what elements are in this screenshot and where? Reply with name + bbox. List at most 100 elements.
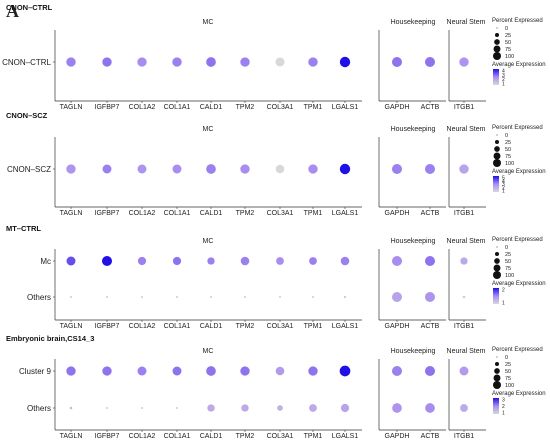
dot-cald1 [206,164,216,174]
gene-label: COL1A2 [129,104,156,111]
gene-label: IGFBP7 [95,104,120,111]
gene-label: COL1A2 [129,433,156,440]
panel-letter: A [6,1,19,21]
legend-size-label: 25 [505,140,511,146]
dot-col3a1 [275,57,285,67]
legend-size-label: 0 [505,355,508,361]
facet-header: Housekeeping [391,19,436,26]
dot-col1a1 [176,407,178,409]
gene-label: ITGB1 [454,104,474,111]
legend-color-tick: 5 [502,176,505,182]
panel-title: Embryonic brain,CS14_3 [6,334,94,343]
legend-size-dot [493,152,501,160]
legend-size-dot [493,52,501,60]
gene-label: TPM2 [236,323,255,330]
legend-size-label: 75 [505,154,511,160]
gene-label: COL1A1 [164,323,191,330]
dot-itgb1 [460,404,468,412]
legend-color-tick: 2 [502,77,505,83]
legend-size-label: 100 [505,161,514,167]
legend-color-tick: 3 [502,398,505,404]
gene-label: TPM2 [236,104,255,111]
legend-color-tick: 4 [502,69,505,75]
legend-color-tick: 3 [502,73,505,79]
legend-size-label: 25 [505,33,511,39]
facet-header: Neural Stem [447,126,486,133]
legend-avg-title: Average Expression [492,281,546,287]
dot-tpm1 [308,366,318,376]
dot-tagln [69,406,73,410]
gene-label: LGALS1 [332,210,359,217]
dot-tagln [70,296,72,298]
facet-header: Neural Stem [447,19,486,26]
dot-lgals1 [343,295,347,299]
gene-label: LGALS1 [332,104,359,111]
legend-avg-title: Average Expression [492,391,546,397]
row-label: Others [27,293,51,302]
gene-label: TPM1 [304,104,323,111]
dot-col1a1 [172,366,182,376]
dot-gapdh [391,255,403,267]
facet-header: Housekeeping [391,348,436,355]
panel-title: CNON–CTRL [6,3,53,12]
gene-label: CALD1 [200,323,223,330]
legend-size-dot [495,252,499,256]
dot-col1a1 [176,296,178,298]
legend-colorbar [493,398,499,414]
gene-label: COL3A1 [267,210,294,217]
dot-cald1 [206,366,216,376]
legend-size-dot [496,246,498,248]
gene-label: ACTB [421,433,440,440]
gene-label: ACTB [421,104,440,111]
legend-size-label: 25 [505,252,511,258]
row-label: Cluster 9 [19,367,52,376]
legend-size-label: 100 [505,273,514,279]
legend-size-dot [495,140,499,144]
gene-label: TPM1 [304,210,323,217]
legend-size-dot [495,362,499,366]
dot-lgals1 [339,365,351,377]
gene-label: GAPDH [385,323,410,330]
dot-col3a1 [276,257,284,265]
dot-gapdh [391,163,403,175]
legend-size-dot [494,258,500,264]
gene-label: COL3A1 [267,104,294,111]
gene-label: COL1A2 [129,210,156,217]
gene-label: TAGLN [60,104,83,111]
legend-color-tick: 4 [502,179,505,185]
gene-label: CALD1 [200,210,223,217]
dot-tpm2 [241,404,249,412]
dot-col1a1 [172,256,182,266]
dot-col1a1 [172,164,182,174]
dot-igfbp7 [101,255,113,267]
legend-size-dot [493,374,501,382]
dot-igfbp7 [102,164,112,174]
gene-label: COL3A1 [267,433,294,440]
gene-label: LGALS1 [332,433,359,440]
dot-tagln [66,164,76,174]
dot-col3a1 [279,296,281,298]
dot-itgb1 [460,257,468,265]
gene-label: COL1A2 [129,323,156,330]
dot-cald1 [210,296,212,298]
legend-size-label: 50 [505,369,511,375]
dot-actb [424,365,436,377]
gene-label: TPM1 [304,433,323,440]
panel-title: CNON–SCZ [6,111,48,120]
gene-label: GAPDH [385,210,410,217]
legend-size-label: 100 [505,54,514,60]
legend-percent-title: Percent Expressed [492,237,543,243]
legend-percent-title: Percent Expressed [492,125,543,131]
legend-size-dot [493,264,501,272]
dot-itgb1 [462,295,466,299]
gene-label: COL1A1 [164,433,191,440]
gene-label: ACTB [421,323,440,330]
row-label: Others [27,404,51,413]
dot-col1a2 [141,407,143,409]
gene-label: TPM1 [304,323,323,330]
legend-size-label: 0 [505,26,508,32]
legend-size-dot [494,146,500,152]
legend-size-dot [496,27,498,29]
dot-actb [425,403,435,413]
legend-size-dot [494,368,500,374]
